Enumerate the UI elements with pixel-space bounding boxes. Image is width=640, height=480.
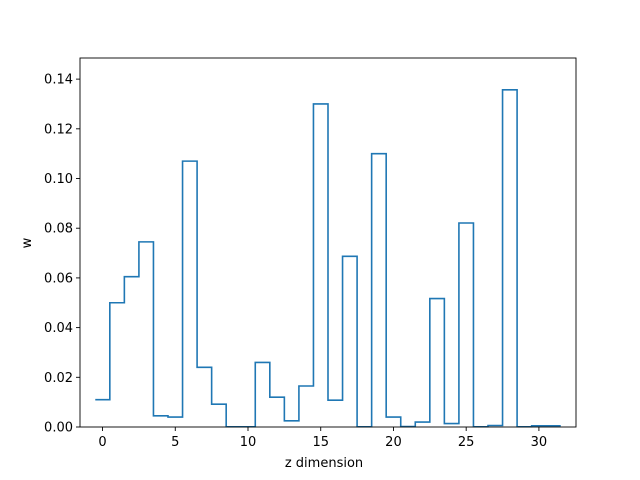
plot-area xyxy=(95,89,561,428)
x-tick-label-4: 20 xyxy=(385,435,402,450)
axes-frame xyxy=(79,57,577,428)
x-tick-label-2: 10 xyxy=(240,435,257,450)
x-tick-label-5: 25 xyxy=(458,435,475,450)
series-line-0 xyxy=(95,89,561,428)
x-tick-label-0: 0 xyxy=(98,435,106,450)
y-tick-label-3: 0.06 xyxy=(44,271,73,286)
x-tick-label-6: 30 xyxy=(531,435,548,450)
y-tick-label-0: 0.00 xyxy=(44,421,73,436)
y-tick-label-1: 0.02 xyxy=(44,371,73,386)
y-axis-label: w xyxy=(20,237,35,248)
x-tick-label-3: 15 xyxy=(312,435,329,450)
x-tick-label-1: 5 xyxy=(171,435,179,450)
y-tick-label-7: 0.14 xyxy=(44,73,73,88)
y-tick-label-5: 0.10 xyxy=(44,172,73,187)
x-axis-label: z dimension xyxy=(285,456,363,471)
y-tick-label-2: 0.04 xyxy=(44,321,73,336)
axes: 0 5 10 15 20 25 30 0.00 0.02 0.04 0.06 0.08 0.10 0.12… xyxy=(44,57,577,450)
y-tick-label-4: 0.08 xyxy=(44,222,73,237)
y-tick-label-6: 0.12 xyxy=(44,122,73,137)
